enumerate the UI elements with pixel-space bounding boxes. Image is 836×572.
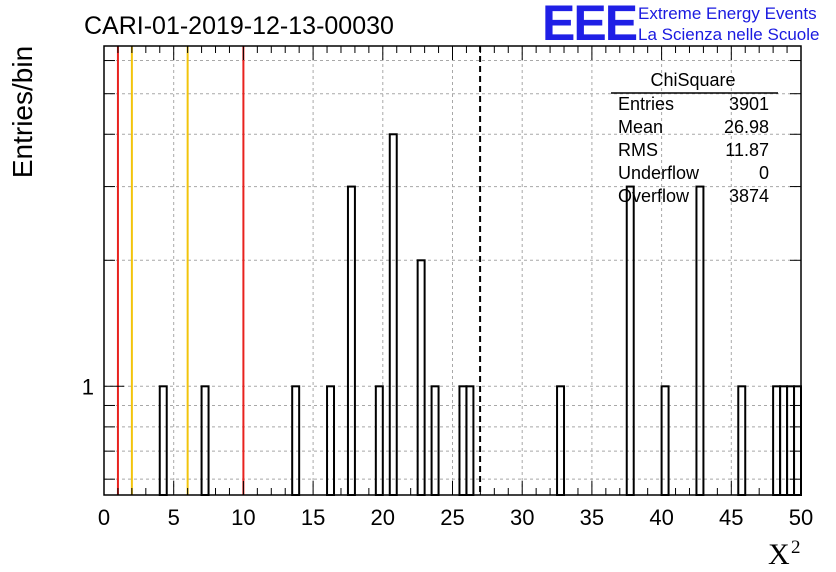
x-tick-label: 10 [231,505,255,530]
x-tick-label: 20 [371,505,395,530]
x-tick-label: 15 [301,505,325,530]
stats-row-value: 11.87 [725,140,769,160]
x-axis-label-superscript: 2 [791,537,801,558]
stats-row-label: Entries [618,94,674,114]
y-tick-label: 1 [82,374,94,399]
stats-row-value: 0 [759,163,769,183]
stats-row-label: Underflow [618,163,700,183]
histogram-bar [416,259,426,496]
y-axis-label: Entries/bin [7,46,38,178]
x-axis-label: X 2 [768,537,801,571]
eee-logo-acronym: EEE [542,0,637,51]
histogram-bar [346,185,356,496]
x-tick-label: 50 [789,505,813,530]
grid [104,46,801,495]
histogram-bar [388,133,398,497]
axis-ticks: 0 5 10 15 20 25 30 35 40 45 50 1 [82,46,813,530]
eee-logo-line1: Extreme Energy Events [638,4,817,23]
histogram-bar [625,185,635,496]
stats-row-value: 3901 [729,94,769,114]
stats-row-label: RMS [618,140,658,160]
stats-row-value: 26.98 [724,117,769,137]
x-tick-label: 45 [719,505,743,530]
eee-logo: EEE Extreme Energy Events La Scienza nel… [542,0,819,51]
histogram-bar [695,185,705,496]
x-tick-label: 25 [440,505,464,530]
x-axis-label-base: X [768,538,790,571]
stats-title: ChiSquare [650,70,735,90]
stats-row-label: Overflow [618,186,690,206]
stats-box: ChiSquare Entries 3901 Mean 26.98 RMS 11.87 Un… [611,70,778,206]
x-tick-label: 0 [98,505,110,530]
stats-row-label: Mean [618,117,663,137]
eee-logo-line2: La Scienza nelle Scuole [638,25,819,44]
threshold-lines [116,46,482,495]
chart-title: CARI-01-2019-12-13-00030 [84,12,394,40]
stats-row-value: 3874 [729,186,769,206]
x-tick-label: 5 [168,505,180,530]
x-tick-label: 35 [580,505,604,530]
x-tick-label: 40 [649,505,673,530]
x-tick-label: 30 [510,505,534,530]
